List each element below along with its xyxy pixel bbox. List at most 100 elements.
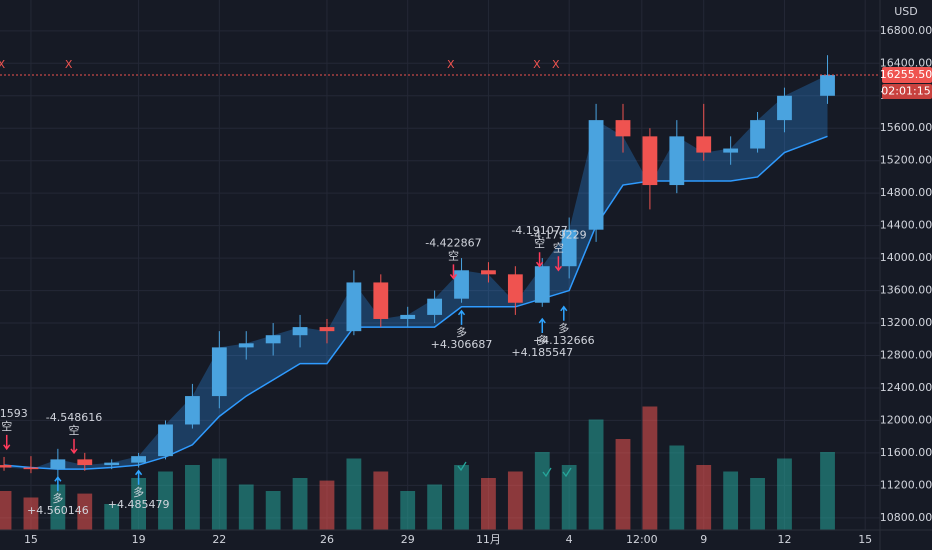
- y-tick-label: 12800.00: [880, 348, 932, 361]
- signal-arrow: [70, 438, 78, 455]
- signal-value: +4.132666: [533, 334, 595, 347]
- volume-bar: [238, 484, 254, 530]
- signal-side: 多: [52, 491, 63, 505]
- cross-marker: X: [65, 58, 73, 71]
- candle-body: [265, 335, 281, 344]
- signal-value: -4.422867: [425, 236, 481, 249]
- volume-bar: [642, 406, 658, 530]
- candle-body: [23, 467, 39, 470]
- last-price: 16255.50: [880, 68, 932, 81]
- signal-side: 空: [553, 240, 564, 254]
- y-tick-label: 11600.00: [880, 446, 932, 459]
- checkmark: [542, 467, 552, 478]
- volume-bar: [561, 465, 577, 530]
- signal-side: 多: [456, 325, 467, 339]
- volume-bar: [427, 484, 443, 530]
- candle-body: [427, 298, 443, 315]
- y-tick-label: 14000.00: [880, 251, 932, 264]
- candle-body: [50, 459, 66, 470]
- candle-body: [561, 229, 577, 267]
- volume-bar: [23, 497, 39, 530]
- countdown-tag: [882, 84, 932, 100]
- signal-side: 空: [69, 423, 80, 437]
- volume-bar: [820, 452, 835, 530]
- signal-value: +4.185547: [511, 346, 573, 359]
- candle-body: [185, 396, 200, 425]
- x-tick-label: 15: [858, 533, 872, 546]
- volume-bar: [265, 491, 281, 530]
- signal-arrow: [560, 305, 568, 321]
- signal-value: 571593: [0, 407, 28, 420]
- candle-body: [696, 136, 712, 153]
- y-tick-label: 10800.00: [880, 511, 932, 524]
- candle-body: [211, 347, 227, 397]
- y-tick-label: 16400.00: [880, 56, 932, 69]
- volume-bar: [104, 504, 120, 530]
- currency: USD: [894, 5, 918, 18]
- volume-bar: [158, 471, 173, 530]
- cross-marker: X: [0, 58, 6, 71]
- candle-body: [534, 266, 550, 303]
- signals: 空571593空-4.548616多+4.560146多+4.485479空-4…: [0, 224, 595, 517]
- y-tick-label: 15200.00: [880, 154, 932, 167]
- signal-arrow: [449, 264, 458, 280]
- price-tag: [882, 67, 932, 84]
- signal-value: +4.306687: [431, 338, 493, 351]
- candle-body: [481, 270, 496, 275]
- volume-bar: [211, 458, 227, 530]
- signal-side: 空: [448, 248, 459, 262]
- candle-body: [104, 462, 120, 466]
- volume-bar: [507, 471, 523, 530]
- volume-bar: [481, 478, 496, 530]
- signal-side: 多: [133, 485, 144, 499]
- signal-arrow: [554, 256, 563, 272]
- candle-body: [588, 120, 604, 230]
- candle-body: [615, 120, 631, 137]
- volume-bar: [373, 471, 389, 530]
- y-tick-label: 16800.00: [880, 24, 932, 37]
- volume-bar: [454, 465, 469, 530]
- signal-arrow: [457, 309, 466, 325]
- x-tick-label: 19: [132, 533, 146, 546]
- volume-bar: [750, 478, 765, 530]
- candle-body: [0, 465, 12, 468]
- signal-arrow: [538, 317, 546, 333]
- volume-bar: [185, 465, 200, 530]
- signal-value: -4.191077: [511, 224, 567, 237]
- cross-marker: X: [447, 58, 455, 71]
- signal-arrow: [134, 469, 143, 485]
- volume-pane: [0, 406, 835, 530]
- cross-marker: X: [533, 58, 541, 71]
- y-tick-label: 14800.00: [880, 186, 932, 199]
- signal-value: +4.560146: [27, 504, 89, 517]
- signal-value: +4.485479: [108, 498, 170, 511]
- signal-arrow: [3, 434, 11, 451]
- signal-side: 空: [534, 236, 545, 250]
- x-tick-label: 4: [566, 533, 573, 546]
- candle-body: [346, 282, 362, 332]
- volume-bar: [400, 491, 416, 530]
- volume-bar: [131, 478, 146, 530]
- candle-body: [131, 456, 146, 463]
- candle-body: [454, 270, 469, 299]
- x-tick-label: 11月: [476, 533, 501, 546]
- volume-bar: [534, 452, 550, 530]
- volume-bar: [346, 458, 362, 530]
- volume-bar: [777, 458, 792, 530]
- candle-body: [723, 148, 739, 153]
- checkmarks: [457, 461, 572, 478]
- signal-side: 空: [1, 419, 12, 433]
- signal-value: -4.179229: [530, 228, 586, 241]
- volume-bar: [696, 465, 712, 530]
- volume-bar: [723, 471, 739, 530]
- x-tick-label: 29: [401, 533, 415, 546]
- candle-body: [669, 136, 685, 186]
- candle-body: [400, 314, 416, 319]
- y-tick-label: 15600.00: [880, 121, 932, 134]
- candle-body: [642, 136, 658, 186]
- volume-bar: [615, 439, 631, 530]
- candle-body: [750, 120, 765, 149]
- y-tick-label: 12400.00: [880, 381, 932, 394]
- x-tick-label: 26: [320, 533, 334, 546]
